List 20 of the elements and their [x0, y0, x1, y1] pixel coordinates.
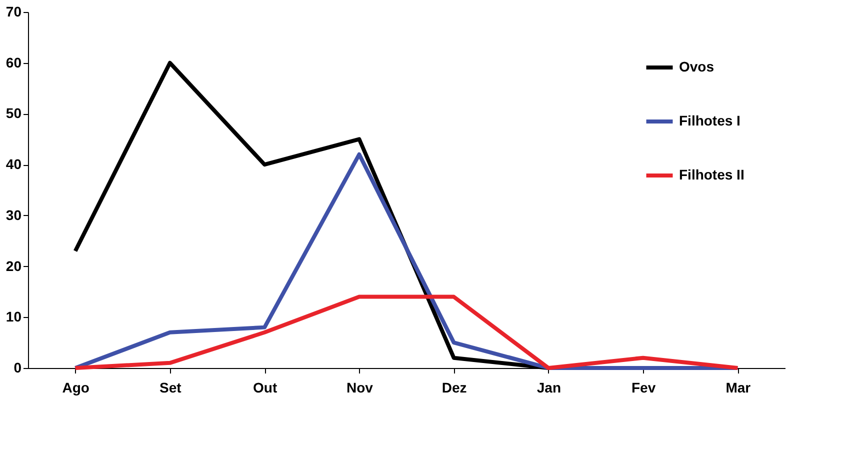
legend-label: Filhotes II [679, 166, 744, 182]
y-tick-label: 50 [6, 105, 22, 122]
x-tick-label: Dez [442, 380, 467, 396]
line-series [73, 294, 740, 370]
y-tick-label: 20 [6, 258, 22, 274]
y-tick-label: 30 [6, 206, 22, 223]
x-tick-label: Fev [632, 380, 656, 396]
y-tick-label: 60 [6, 54, 22, 70]
x-tick-label: Out [253, 380, 278, 396]
y-tick-label: 70 [6, 4, 22, 20]
legend-label: Ovos [679, 58, 714, 74]
legend-label: Filhotes I [679, 112, 740, 128]
x-tick-label: Nov [346, 380, 374, 396]
x-tick-label: Set [160, 380, 182, 396]
y-tick-label: 0 [14, 360, 22, 376]
x-tick-label: Ago [62, 380, 90, 396]
x-tick-label: Jan [536, 380, 561, 396]
x-tick-label: Mar [726, 380, 752, 396]
y-tick-label: 40 [6, 156, 22, 172]
y-tick-label: 10 [6, 308, 22, 325]
